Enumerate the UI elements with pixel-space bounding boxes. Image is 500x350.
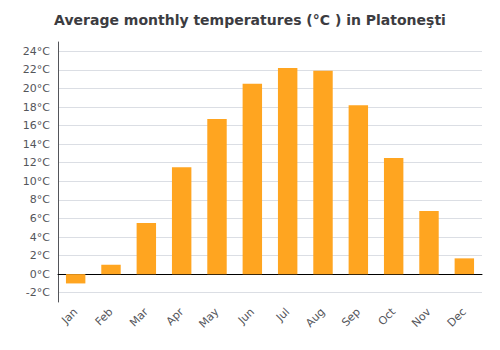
svg-text:4°C: 4°C <box>30 231 50 244</box>
svg-text:20°C: 20°C <box>23 82 50 95</box>
svg-text:Mar: Mar <box>127 305 151 329</box>
svg-text:2°C: 2°C <box>30 249 50 262</box>
svg-text:May: May <box>196 305 222 331</box>
svg-text:0°C: 0°C <box>30 268 50 281</box>
svg-text:Feb: Feb <box>93 305 116 328</box>
svg-text:10°C: 10°C <box>23 175 50 188</box>
svg-text:-2°C: -2°C <box>26 286 50 299</box>
svg-text:14°C: 14°C <box>23 138 50 151</box>
svg-text:Average monthly temperatures (: Average monthly temperatures (°C ) in Pl… <box>54 12 446 28</box>
svg-text:6°C: 6°C <box>30 212 50 225</box>
svg-text:Oct: Oct <box>376 305 399 328</box>
svg-text:24°C: 24°C <box>23 45 50 58</box>
svg-text:18°C: 18°C <box>23 101 50 114</box>
svg-text:Dec: Dec <box>445 305 469 329</box>
svg-text:Nov: Nov <box>409 305 434 330</box>
svg-text:Jan: Jan <box>58 305 80 327</box>
svg-text:Aug: Aug <box>303 305 327 329</box>
svg-text:Jul: Jul <box>273 305 292 324</box>
svg-text:Sep: Sep <box>339 305 363 329</box>
svg-text:12°C: 12°C <box>23 156 50 169</box>
svg-text:Jun: Jun <box>235 305 257 327</box>
svg-text:16°C: 16°C <box>23 119 50 132</box>
svg-text:8°C: 8°C <box>30 193 50 206</box>
svg-text:22°C: 22°C <box>23 63 50 76</box>
svg-text:Apr: Apr <box>164 305 187 328</box>
